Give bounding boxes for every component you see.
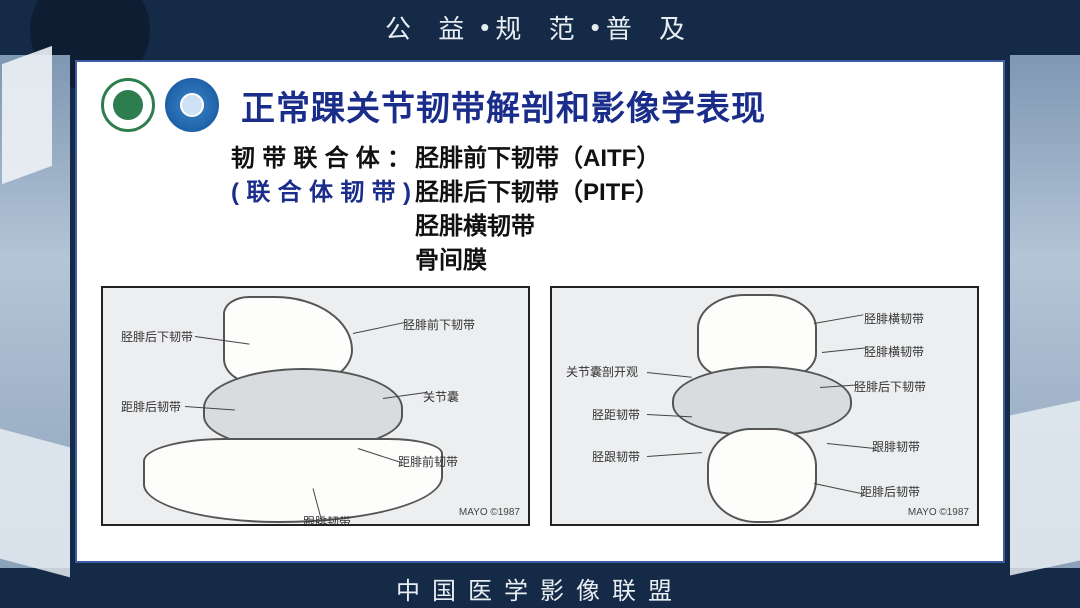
fig-r-line-7 xyxy=(827,443,875,449)
bone-calcaneus-r xyxy=(707,428,817,523)
item-3: 胫腓横韧带 xyxy=(415,210,535,244)
fig-r-label-7: 跟腓韧带 xyxy=(872,438,920,455)
top-bar: 公 益 • 规 范 • 普 及 xyxy=(0,0,1080,55)
slide-title: 正常踝关节韧带解剖和影像学表现 xyxy=(241,81,766,130)
fig-r-label-1: 关节囊剖开观 xyxy=(566,363,638,380)
item-4: 骨间膜 xyxy=(415,244,487,278)
fig-r-label-3: 胫跟韧带 xyxy=(592,448,640,465)
fig-r-line-3 xyxy=(647,452,702,457)
fig-r-line-8 xyxy=(814,483,863,494)
decor-shape-bottom-left xyxy=(0,429,70,578)
top-item-3: 普 及 xyxy=(606,9,695,46)
fig-r-label-6: 胫腓后下韧带 xyxy=(854,378,926,395)
fig-l-label-5: 距腓前韧带 xyxy=(398,453,458,470)
slide-header: 正常踝关节韧带解剖和影像学表现 xyxy=(101,78,979,132)
top-item-2: 规 范 xyxy=(495,9,584,46)
anatomy-figure-right: 关节囊剖开观 胫距韧带 胫跟韧带 胫腓横韧带 胫腓横韧带 胫腓后下韧带 跟腓韧带… xyxy=(550,286,979,526)
label-line-2: (联合体韧带) xyxy=(231,176,411,210)
label-line-1: 韧带联合体： xyxy=(231,142,411,176)
fig-r-line-5 xyxy=(822,347,867,353)
footer-text: 中国医学影像联盟 xyxy=(396,571,684,606)
fig-r-line-4 xyxy=(814,314,863,324)
decor-shape-bottom-right xyxy=(1010,401,1080,576)
top-item-1: 公 益 xyxy=(385,9,474,46)
fig-r-credit: MAYO ©1987 xyxy=(908,507,969,518)
fig-l-label-3: 距腓后韧带 xyxy=(121,398,181,415)
bone-talus-r xyxy=(672,366,852,436)
decor-shape-top-left xyxy=(2,46,52,184)
fig-r-label-2: 胫距韧带 xyxy=(592,406,640,423)
anatomy-figure-left: 胫腓后下韧带 胫腓前下韧带 距腓后韧带 关节囊 距腓前韧带 跟腓韧带 MAYO … xyxy=(101,286,530,526)
fig-r-label-4: 胫腓横韧带 xyxy=(864,310,924,327)
fig-l-label-4: 关节囊 xyxy=(423,388,459,405)
fig-r-line-1 xyxy=(647,372,692,378)
bone-talus xyxy=(203,368,403,448)
separator-2: • xyxy=(591,12,600,43)
fig-l-line-2 xyxy=(353,322,407,334)
footer-bar: 中国医学影像联盟 xyxy=(0,568,1080,608)
fig-l-label-6: 跟腓韧带 xyxy=(303,513,351,526)
figures-row: 胫腓后下韧带 胫腓前下韧带 距腓后韧带 关节囊 距腓前韧带 跟腓韧带 MAYO … xyxy=(101,286,979,526)
separator-1: • xyxy=(480,12,489,43)
slide-card: 正常踝关节韧带解剖和影像学表现 韧带联合体： 胫腓前下韧带（AITF） (联合体… xyxy=(75,60,1005,563)
fig-r-label-5: 胫腓横韧带 xyxy=(864,343,924,360)
fig-l-label-2: 胫腓前下韧带 xyxy=(403,316,475,333)
item-2: 胫腓后下韧带（PITF） xyxy=(415,176,659,210)
fig-l-credit: MAYO ©1987 xyxy=(459,507,520,518)
seal-blue-inner xyxy=(180,93,204,117)
seal-green-inner xyxy=(113,90,143,120)
university-seal-green xyxy=(101,78,155,132)
fig-l-label-1: 胫腓后下韧带 xyxy=(121,328,193,345)
content-text: 韧带联合体： 胫腓前下韧带（AITF） (联合体韧带) 胫腓后下韧带（PITF）… xyxy=(231,142,979,278)
bone-calcaneus xyxy=(143,438,443,523)
item-1: 胫腓前下韧带（AITF） xyxy=(415,142,660,176)
fig-r-label-8: 距腓后韧带 xyxy=(860,483,920,500)
label-spacer-1 xyxy=(231,210,411,244)
university-seal-blue xyxy=(165,78,219,132)
label-spacer-2 xyxy=(231,244,411,278)
